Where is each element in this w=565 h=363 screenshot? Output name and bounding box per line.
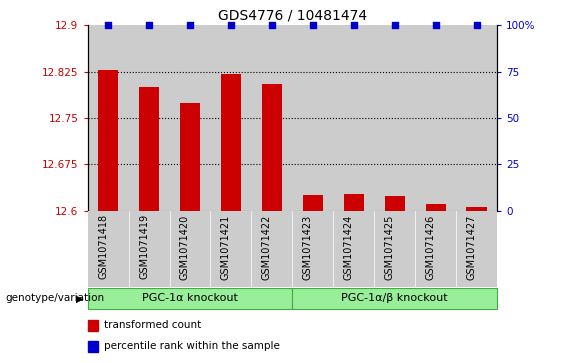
Bar xyxy=(88,211,129,287)
Point xyxy=(227,23,236,28)
Text: GSM1071421: GSM1071421 xyxy=(221,214,231,280)
Text: GSM1071424: GSM1071424 xyxy=(344,214,354,280)
Point xyxy=(308,23,318,28)
Bar xyxy=(293,211,333,287)
Bar xyxy=(262,84,282,211)
Point xyxy=(103,23,112,28)
Bar xyxy=(385,196,405,211)
Text: GSM1071425: GSM1071425 xyxy=(385,214,395,280)
Text: PGC-1α/β knockout: PGC-1α/β knockout xyxy=(341,293,448,303)
Bar xyxy=(129,25,170,211)
Title: GDS4776 / 10481474: GDS4776 / 10481474 xyxy=(218,9,367,23)
Bar xyxy=(251,211,293,287)
Text: GSM1071420: GSM1071420 xyxy=(180,214,190,280)
Bar xyxy=(98,70,118,211)
Text: ▶: ▶ xyxy=(76,293,84,303)
Text: PGC-1α knockout: PGC-1α knockout xyxy=(142,293,238,303)
Text: percentile rank within the sample: percentile rank within the sample xyxy=(104,341,280,351)
Text: GSM1071418: GSM1071418 xyxy=(98,214,108,280)
Bar xyxy=(457,25,497,211)
Bar xyxy=(88,320,98,331)
Text: GSM1071426: GSM1071426 xyxy=(426,214,436,280)
Point xyxy=(431,23,440,28)
FancyBboxPatch shape xyxy=(293,288,497,309)
Text: GSM1071422: GSM1071422 xyxy=(262,214,272,280)
Bar xyxy=(180,102,200,211)
Point xyxy=(267,23,276,28)
Bar xyxy=(221,74,241,211)
Text: GSM1071427: GSM1071427 xyxy=(467,214,477,280)
Text: genotype/variation: genotype/variation xyxy=(6,293,105,303)
Bar xyxy=(170,25,210,211)
Point xyxy=(472,23,481,28)
Bar xyxy=(415,25,457,211)
Bar xyxy=(333,211,374,287)
Bar xyxy=(129,211,170,287)
Bar xyxy=(425,204,446,211)
Bar xyxy=(303,195,323,211)
Point xyxy=(349,23,358,28)
Bar xyxy=(467,207,487,211)
Bar xyxy=(457,211,497,287)
Bar xyxy=(293,25,333,211)
Bar xyxy=(211,211,251,287)
Bar xyxy=(251,25,293,211)
FancyBboxPatch shape xyxy=(88,288,293,309)
Bar xyxy=(333,25,374,211)
Bar xyxy=(374,211,415,287)
Bar xyxy=(415,211,457,287)
Bar xyxy=(88,25,129,211)
Bar xyxy=(374,25,415,211)
Bar xyxy=(170,211,210,287)
Point xyxy=(185,23,194,28)
Bar xyxy=(88,340,98,352)
Text: GSM1071423: GSM1071423 xyxy=(303,214,313,280)
Point xyxy=(390,23,399,28)
Bar xyxy=(344,194,364,211)
Bar xyxy=(139,87,159,211)
Text: transformed count: transformed count xyxy=(104,321,201,330)
Bar xyxy=(211,25,251,211)
Text: GSM1071419: GSM1071419 xyxy=(139,214,149,280)
Point xyxy=(145,23,154,28)
